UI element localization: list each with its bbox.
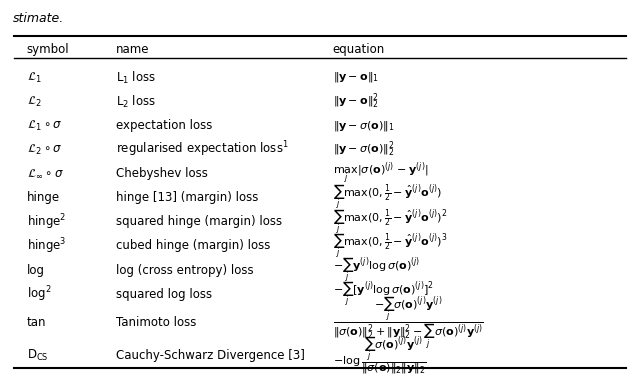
Text: $\|\mathbf{y} - \mathbf{o}\|_1$: $\|\mathbf{y} - \mathbf{o}\|_1$	[333, 70, 379, 84]
Text: $\mathrm{L}_1$ loss: $\mathrm{L}_1$ loss	[116, 70, 156, 86]
Text: $\dfrac{-\sum_j \sigma(\mathbf{o})^{(j)}\mathbf{y}^{(j)}}{\|\sigma(\mathbf{o})\|: $\dfrac{-\sum_j \sigma(\mathbf{o})^{(j)}…	[333, 294, 484, 351]
Text: log (cross entropy) loss: log (cross entropy) loss	[116, 264, 253, 276]
Text: tan: tan	[27, 316, 46, 329]
Text: hinge [13] (margin) loss: hinge [13] (margin) loss	[116, 191, 259, 204]
Text: $\mathcal{L}_1$: $\mathcal{L}_1$	[27, 70, 42, 84]
Text: $\mathcal{L}_1 \circ \sigma$: $\mathcal{L}_1 \circ \sigma$	[27, 118, 63, 133]
Text: log$^2$: log$^2$	[27, 284, 51, 304]
Text: $\mathcal{L}_2$: $\mathcal{L}_2$	[27, 95, 42, 109]
Text: symbol: symbol	[27, 43, 70, 56]
Text: expectation loss: expectation loss	[116, 119, 212, 132]
Text: $\|\mathbf{y} - \sigma(\mathbf{o})\|_2^2$: $\|\mathbf{y} - \sigma(\mathbf{o})\|_2^2…	[333, 140, 394, 160]
Text: $\sum_j \max(0, \frac{1}{2} - \hat{\mathbf{y}}^{(j)}\mathbf{o}^{(j)})^2$: $\sum_j \max(0, \frac{1}{2} - \hat{\math…	[333, 207, 447, 237]
Text: $\max_j |\sigma(\mathbf{o})^{(j)} - \mathbf{y}^{(j)}|$: $\max_j |\sigma(\mathbf{o})^{(j)} - \mat…	[333, 160, 428, 187]
Text: $\sum_j \max(0, \frac{1}{2} - \hat{\mathbf{y}}^{(j)}\mathbf{o}^{(j)})$: $\sum_j \max(0, \frac{1}{2} - \hat{\math…	[333, 183, 442, 212]
Text: squared log loss: squared log loss	[116, 288, 212, 301]
Text: log: log	[27, 264, 45, 276]
Text: $-\sum_j [\mathbf{y}^{(j)} \log \sigma(\mathbf{o})^{(j)}]^2$: $-\sum_j [\mathbf{y}^{(j)} \log \sigma(\…	[333, 280, 434, 309]
Text: cubed hinge (margin) loss: cubed hinge (margin) loss	[116, 239, 271, 253]
Text: $\sum_j \max(0, \frac{1}{2} - \hat{\mathbf{y}}^{(j)}\mathbf{o}^{(j)})^3$: $\sum_j \max(0, \frac{1}{2} - \hat{\math…	[333, 231, 447, 261]
Text: hinge: hinge	[27, 191, 60, 204]
Text: equation: equation	[333, 43, 385, 56]
Text: name: name	[116, 43, 150, 56]
Text: $-\log \dfrac{\sum_j \sigma(\mathbf{o})^{(j)}\mathbf{y}^{(j)}}{\|\sigma(\mathbf{: $-\log \dfrac{\sum_j \sigma(\mathbf{o})^…	[333, 335, 426, 377]
Text: Cauchy-Schwarz Divergence [3]: Cauchy-Schwarz Divergence [3]	[116, 349, 305, 362]
Text: $\|\mathbf{y} - \mathbf{o}\|_2^2$: $\|\mathbf{y} - \mathbf{o}\|_2^2$	[333, 92, 379, 111]
Text: $\mathcal{L}_\infty \circ \sigma$: $\mathcal{L}_\infty \circ \sigma$	[27, 167, 64, 180]
Text: hinge$^2$: hinge$^2$	[27, 212, 67, 232]
Text: squared hinge (margin) loss: squared hinge (margin) loss	[116, 215, 282, 228]
Text: hinge$^3$: hinge$^3$	[27, 236, 67, 256]
Text: $\mathrm{L}_2$ loss: $\mathrm{L}_2$ loss	[116, 93, 156, 109]
Text: stimate.: stimate.	[13, 12, 64, 25]
Text: $\mathrm{D}_{\mathrm{CS}}$: $\mathrm{D}_{\mathrm{CS}}$	[27, 348, 49, 363]
Text: $\|\mathbf{y} - \sigma(\mathbf{o})\|_1$: $\|\mathbf{y} - \sigma(\mathbf{o})\|_1$	[333, 118, 394, 133]
Text: $-\sum_j \mathbf{y}^{(j)} \log \sigma(\mathbf{o})^{(j)}$: $-\sum_j \mathbf{y}^{(j)} \log \sigma(\m…	[333, 255, 420, 285]
Text: Tanimoto loss: Tanimoto loss	[116, 316, 196, 329]
Text: Chebyshev loss: Chebyshev loss	[116, 167, 208, 180]
Text: regularised expectation loss$^1$: regularised expectation loss$^1$	[116, 140, 289, 160]
Text: $\mathcal{L}_2 \circ \sigma$: $\mathcal{L}_2 \circ \sigma$	[27, 143, 63, 157]
